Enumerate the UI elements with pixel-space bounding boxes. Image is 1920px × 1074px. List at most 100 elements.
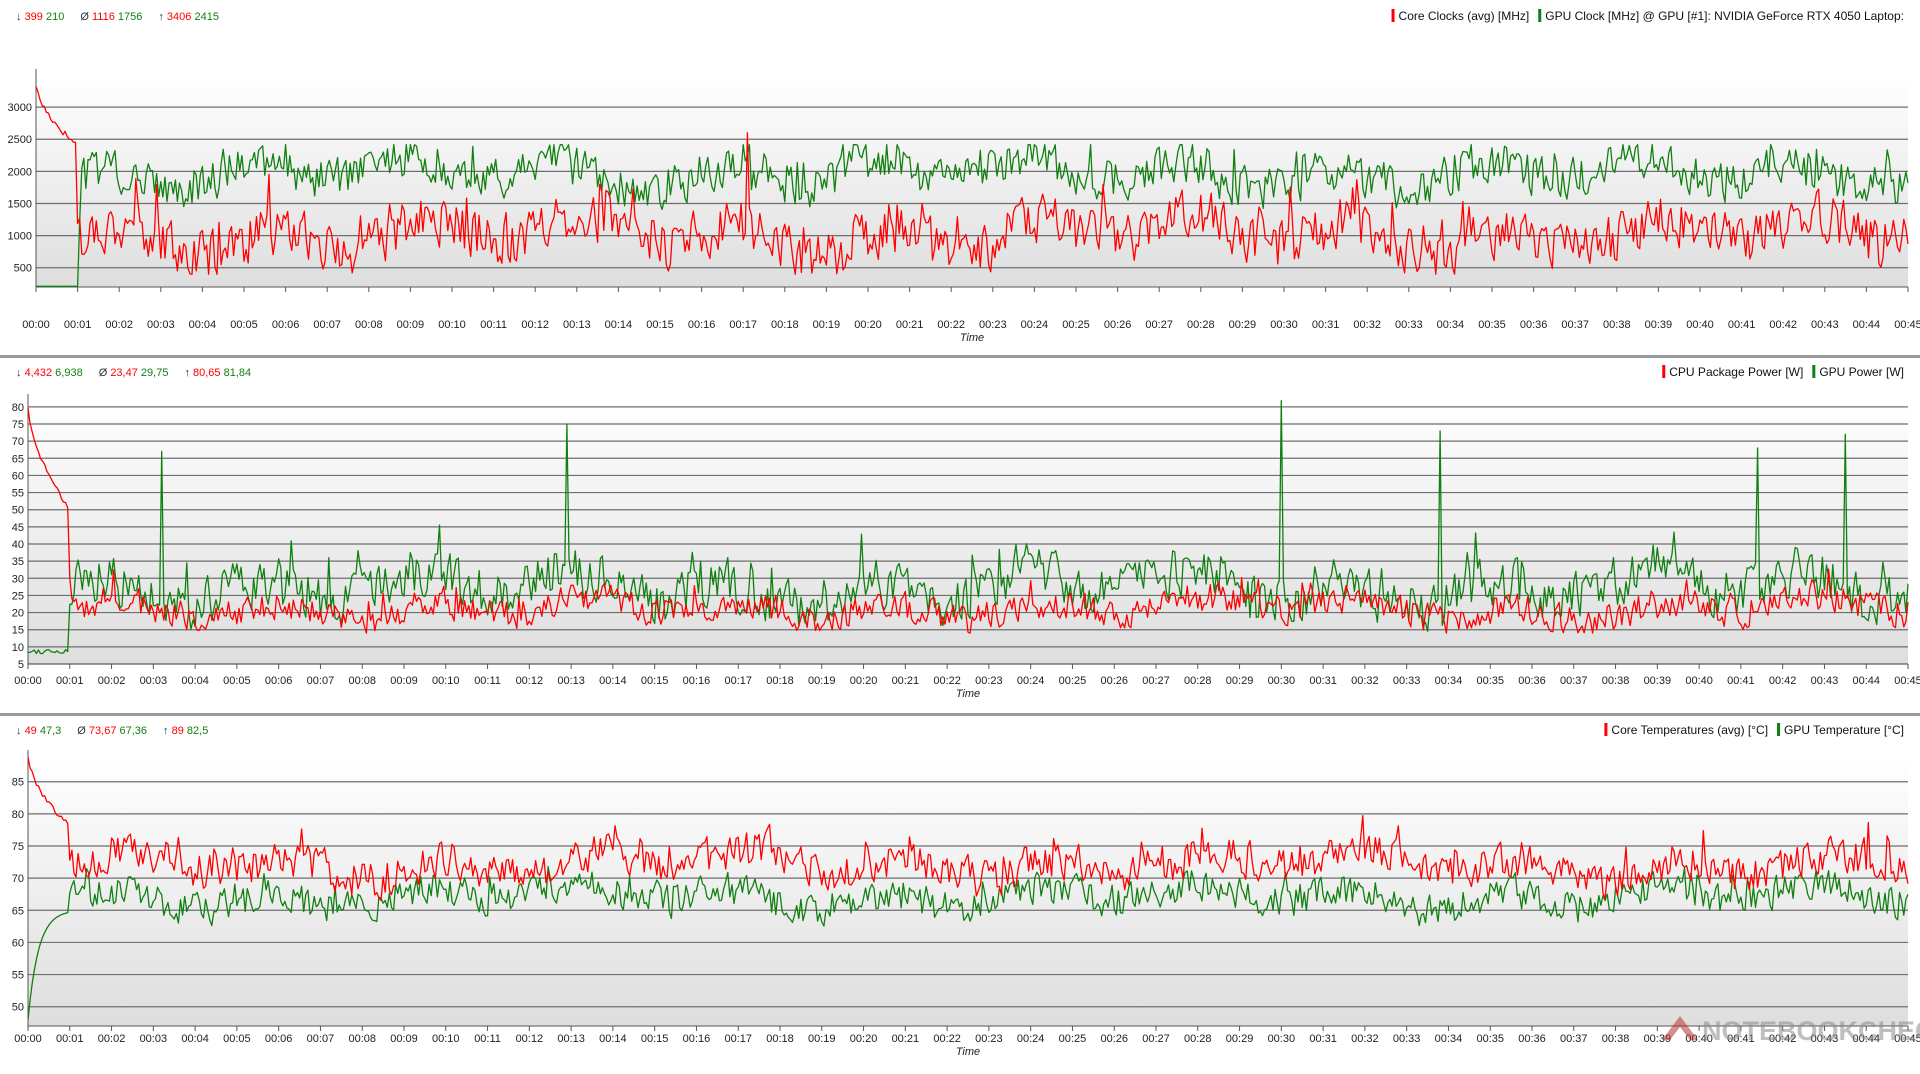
x-tick-label: 00:35 (1478, 319, 1506, 331)
y-tick-label: 75 (12, 419, 24, 431)
x-tick-label: 00:25 (1059, 675, 1087, 687)
series-line-2 (27, 866, 1909, 1020)
x-tick-label: 00:42 (1769, 319, 1797, 331)
x-tick-label: 00:18 (771, 319, 799, 331)
x-tick-label: 00:20 (850, 675, 878, 687)
series-line-2 (36, 144, 1909, 288)
x-tick-label: 00:42 (1769, 1033, 1797, 1045)
x-tick-label: 00:43 (1811, 675, 1839, 687)
x-tick-label: 00:05 (223, 1033, 251, 1045)
x-tick-label: 00:30 (1268, 1033, 1296, 1045)
x-tick-label: 00:37 (1560, 675, 1588, 687)
legend-label-1: CPU Package Power [W] (1669, 365, 1803, 379)
x-tick-label: 00:24 (1021, 319, 1049, 331)
x-tick-label: 00:05 (223, 675, 251, 687)
stat-avg-series-2: 29,75 (141, 367, 169, 379)
x-tick-label: 00:33 (1393, 1033, 1421, 1045)
y-tick-label: 2000 (8, 166, 32, 178)
x-tick-label: 00:16 (688, 319, 716, 331)
legend-swatch-2 (1812, 365, 1816, 378)
x-tick-label: 00:33 (1395, 319, 1423, 331)
notebookcheck-watermark: NOTEBOOKCHECK (1662, 1016, 1920, 1046)
stat-min-series-1: 399 (25, 11, 43, 23)
x-tick-label: 00:08 (348, 675, 376, 687)
x-tick-label: 00:07 (307, 675, 335, 687)
x-tick-label: 00:01 (64, 319, 92, 331)
x-tick-label: 00:08 (355, 319, 383, 331)
stat-max-series-2: 81,84 (224, 367, 252, 379)
x-tick-label: 00:22 (937, 319, 965, 331)
x-tick-label: 00:12 (521, 319, 549, 331)
x-tick-label: 00:32 (1351, 675, 1379, 687)
x-tick-label: 00:28 (1184, 675, 1212, 687)
x-tick-label: 00:41 (1727, 675, 1755, 687)
x-tick-label: 00:06 (265, 675, 293, 687)
x-tick-label: 00:10 (432, 675, 460, 687)
x-tick-label: 00:27 (1145, 319, 1173, 331)
x-tick-label: 00:34 (1435, 675, 1463, 687)
x-tick-label: 00:33 (1393, 675, 1421, 687)
x-tick-label: 00:31 (1309, 1033, 1337, 1045)
series-line-1 (35, 86, 1909, 275)
stat-min: ↓ 49 47,3 (16, 725, 61, 737)
x-tick-label: 00:11 (474, 675, 501, 687)
legend-label-1: Core Temperatures (avg) [°C] (1611, 723, 1768, 737)
x-tick-label: 00:01 (56, 1033, 84, 1045)
x-tick-label: 00:32 (1353, 319, 1381, 331)
x-tick-label: 00:08 (348, 1033, 376, 1045)
panel-separator (0, 713, 1920, 716)
y-tick-label: 1000 (8, 231, 32, 243)
x-tick-label: 00:06 (272, 319, 300, 331)
legend-swatch-2 (1777, 723, 1781, 736)
chart-panel-3: 50 55 60 65 70 75 80 85 00:00 00:01 00:02 00:03 00:0… (0, 713, 1920, 1058)
x-tick-label: 00:14 (605, 319, 633, 331)
x-tick-label: 00:19 (813, 319, 841, 331)
x-tick-label: 00:29 (1226, 1033, 1254, 1045)
plot-area (28, 400, 1908, 664)
stat-avg-series-1: 1116 (92, 11, 115, 23)
x-tick-label: 00:30 (1270, 319, 1298, 331)
legend-swatch-2 (1538, 9, 1542, 22)
x-tick-label: 00:20 (850, 1033, 878, 1045)
x-tick-label: 00:04 (189, 319, 217, 331)
x-tick-label: 00:27 (1142, 1033, 1170, 1045)
legend-swatch-1 (1604, 723, 1608, 736)
stat-min-series-1: 49 (25, 725, 37, 737)
x-tick-label: 00:26 (1100, 1033, 1128, 1045)
x-tick-label: 00:40 (1685, 675, 1713, 687)
x-tick-label: 00:22 (933, 1033, 961, 1045)
x-tick-label: 00:10 (432, 1033, 460, 1045)
y-tick-label: 65 (12, 453, 24, 465)
x-tick-label: 00:23 (975, 1033, 1003, 1045)
x-tick-label: 00:02 (98, 1033, 126, 1045)
x-tick-label: 00:45 (1894, 319, 1920, 331)
x-axis-title: Time (960, 332, 984, 344)
x-tick-label: 00:07 (307, 1033, 335, 1045)
x-axis-title: Time (956, 1046, 980, 1058)
x-tick-label: 00:44 (1853, 319, 1881, 331)
y-tick-label: 55 (12, 970, 24, 982)
stat-min-series-2: 6,938 (55, 367, 83, 379)
stat-max-series-1: 3406 (167, 11, 191, 23)
x-tick-label: 00:17 (724, 675, 752, 687)
series-line-1 (27, 757, 1909, 902)
x-tick-label: 00:31 (1309, 675, 1337, 687)
y-tick-label: 75 (12, 841, 24, 853)
x-tick-label: 00:31 (1312, 319, 1340, 331)
x-tick-label: 00:36 (1518, 675, 1546, 687)
x-tick-label: 00:14 (599, 1033, 627, 1045)
x-tick-label: 00:00 (14, 1033, 42, 1045)
stat-max: ↑ 80,65 81,84 (184, 367, 251, 379)
x-tick-label: 00:34 (1435, 1033, 1463, 1045)
x-tick-label: 00:41 (1727, 1033, 1755, 1045)
y-tick-label: 70 (12, 873, 24, 885)
legend-swatch-1 (1662, 365, 1666, 378)
x-tick-label: 00:11 (480, 319, 507, 331)
y-tick-label: 3000 (8, 102, 32, 114)
y-tick-label: 60 (12, 937, 24, 949)
x-tick-label: 00:14 (599, 675, 627, 687)
y-tick-label: 20 (12, 608, 24, 620)
y-tick-label: 55 (12, 488, 24, 500)
x-tick-label: 00:12 (516, 1033, 544, 1045)
